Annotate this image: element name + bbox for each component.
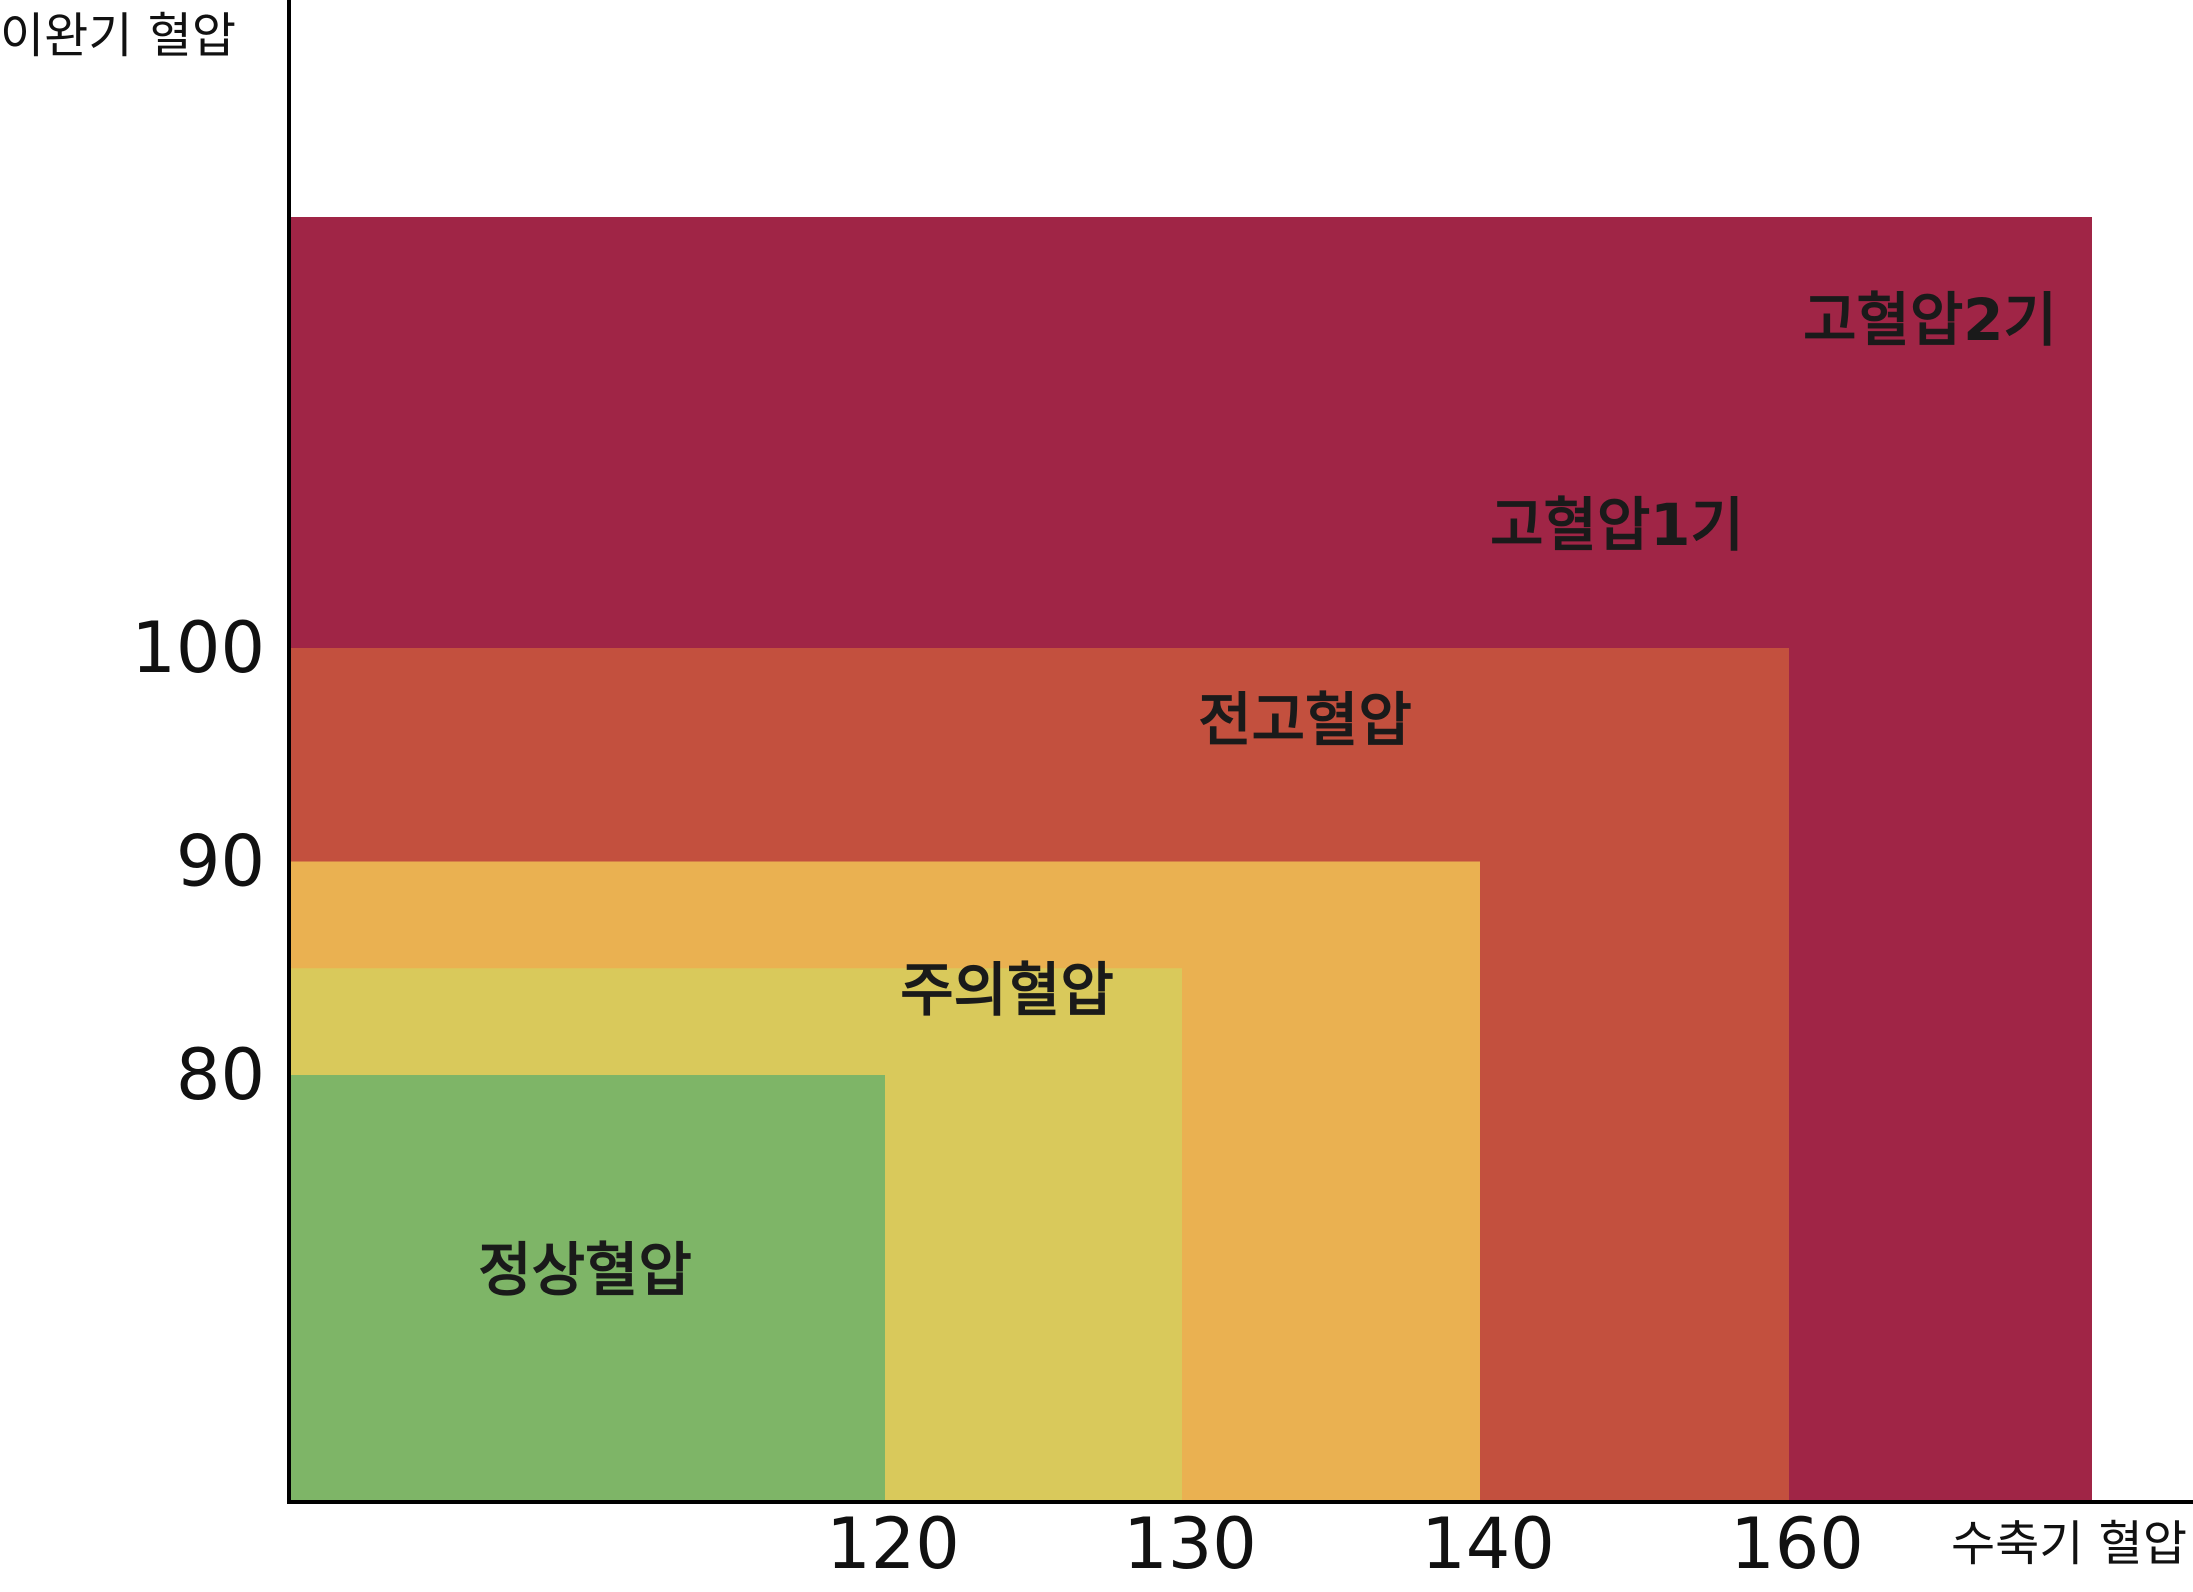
x-tick-label: 130 bbox=[1123, 1503, 1257, 1585]
x-axis-title: 수축기 혈압 bbox=[1951, 1516, 2187, 1572]
x-tick-label: 140 bbox=[1421, 1503, 1555, 1585]
x-tick-layer: 120 130 140 160 bbox=[826, 1503, 1864, 1585]
y-tick-layer: 80 90 100 bbox=[131, 607, 265, 1116]
zone-label-4: 고혈압1기 bbox=[1490, 491, 1744, 559]
zone-label-5: 고혈압2기 bbox=[1803, 286, 2057, 354]
y-tick-label: 80 bbox=[176, 1034, 265, 1116]
y-axis-title: 이완기 혈압 bbox=[0, 8, 236, 64]
zone-label-3: 전고혈압 bbox=[1198, 686, 1411, 754]
y-tick-label: 100 bbox=[131, 607, 265, 689]
zone-1 bbox=[289, 1075, 885, 1502]
zone-label-2: 주의혈압 bbox=[900, 956, 1113, 1024]
x-tick-label: 160 bbox=[1730, 1503, 1864, 1585]
zone-label-layer: 정상혈압 주의혈압 전고혈압 고혈압1기 고혈압2기 bbox=[478, 286, 2057, 1304]
x-tick-label: 120 bbox=[826, 1503, 960, 1585]
zone-layer bbox=[289, 217, 2092, 1502]
y-tick-label: 90 bbox=[176, 821, 265, 903]
zone-label-1: 정상혈압 bbox=[478, 1236, 691, 1304]
